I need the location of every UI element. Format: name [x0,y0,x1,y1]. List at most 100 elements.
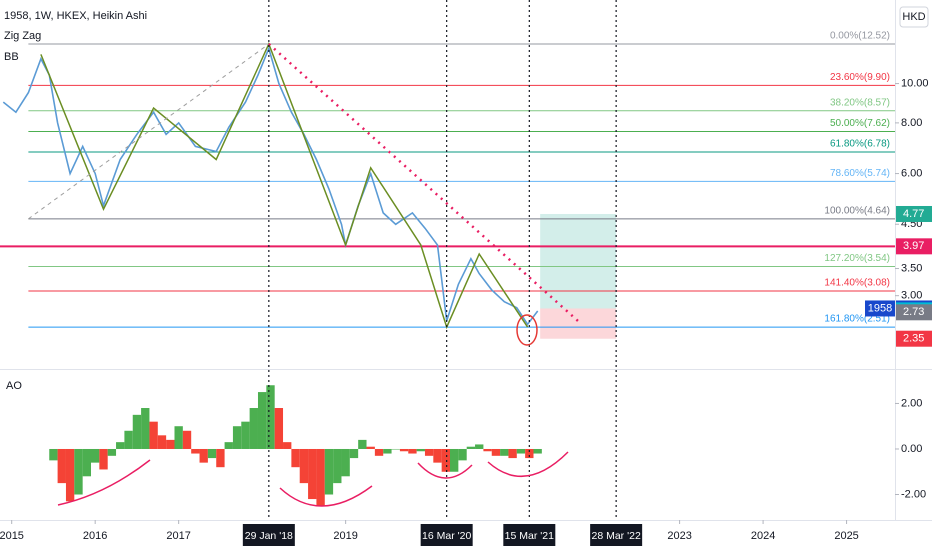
x-tick-label: 28 Mar '22 [592,530,641,542]
ao-bar [516,448,526,454]
ao-bar [49,448,58,461]
ao-bar [291,448,300,468]
indicator-label: BB [4,51,19,63]
ao-title: AO [6,380,22,392]
ao-bar [374,448,384,456]
ao-bar [525,448,534,459]
x-tick-label: 2016 [83,530,107,542]
ao-bar [116,442,125,449]
zigzag-line [40,42,529,330]
position-target [540,213,617,309]
y-tick-label: 6.00 [901,167,922,179]
ao-bar [82,448,92,477]
date-label-box [242,524,295,546]
ao-bar [266,385,275,449]
ao-bar [74,448,83,495]
ao-bar [299,448,309,484]
position-stop [540,308,617,339]
ao-bar [249,408,258,449]
ao-bar [358,439,367,449]
ao-bar [124,430,133,449]
ao-bar [416,448,425,452]
x-tick-label: 2024 [751,530,775,542]
trendline [28,43,270,220]
ao-bar [141,408,150,449]
x-tick-label: 2017 [166,530,190,542]
fib-label: 38.20%(8.57) [830,97,890,108]
x-tick-label: 2023 [667,530,691,542]
ao-bar [132,414,142,449]
ao-bar [399,448,409,452]
ao-arc [417,462,473,479]
ao-bar [224,442,233,449]
price-tag-label: 3.97 [903,240,924,252]
ao-bar [349,448,359,459]
price-tag [896,205,932,222]
ao-arc [279,485,373,507]
ao-bar [391,448,400,450]
price-line [2,46,539,326]
x-tick-label: 15 Mar '21 [505,530,554,542]
x-tick-label: 2019 [333,530,357,542]
ao-bar [182,430,192,449]
fib-label: 100.00%(4.64) [824,205,890,216]
ao-bar [107,448,117,456]
y-tick-label: 8.00 [901,117,922,129]
ao-bar [324,448,334,495]
fib-label: 61.80%(6.78) [830,139,890,150]
symbol-label: 1958 [868,302,892,314]
y-tick-label: 3.00 [901,290,922,302]
y-tick-label: 0.00 [901,443,922,455]
date-label-box [503,524,556,546]
ao-bar [283,442,292,449]
x-tick-label: 16 Mar '20 [422,530,471,542]
ao-bar [232,426,242,449]
ao-bar [533,448,542,454]
highlight-circle [516,314,538,346]
fib-label: 23.60%(9.90) [830,72,890,83]
date-label-box [590,524,643,546]
ao-bar [316,448,325,506]
ao-bar [433,448,442,463]
ao-bar [441,448,451,472]
ao-bar [99,448,108,470]
ao-bar [366,446,375,449]
ao-arc [487,451,569,478]
x-tick-label: 29 Jan '18 [245,530,293,542]
price-tag-label: 2.73 [903,306,924,318]
ao-bar [333,448,342,484]
fib-label: 0.00%(12.52) [830,31,890,42]
ao-bar [383,448,392,454]
ao-bar [207,448,217,459]
ao-bar [216,448,225,468]
ao-bar [308,448,317,500]
ao-bar [274,408,284,449]
ao-bar [475,444,484,449]
ao-bar [149,421,158,449]
ao-arc [57,459,151,506]
currency-box[interactable] [899,6,929,28]
symbol-tag [865,300,895,317]
y-tick-label: 2.00 [901,397,922,409]
currency-label[interactable]: HKD [902,11,925,23]
price-tag-label: 2.35 [903,333,924,345]
ao-bar [166,439,175,449]
x-tick-label: 2015 [0,530,24,542]
ao-bar [57,448,66,484]
ao-bar [174,426,183,449]
fib-label: 127.20%(3.54) [824,253,890,264]
y-tick-label: 3.50 [901,262,922,274]
price-tag [896,330,932,347]
ao-bar [91,448,100,463]
x-tick-label: 2025 [834,530,858,542]
fib-label: 50.00%(7.62) [830,118,890,129]
ao-bar [466,446,476,449]
indicator-label: Zig Zag [4,30,41,42]
ao-bar [424,448,434,456]
ao-bar [157,435,167,449]
chart-title: 1958, 1W, HKEX, Heikin Ashi [4,10,147,22]
price-tag [896,238,932,255]
